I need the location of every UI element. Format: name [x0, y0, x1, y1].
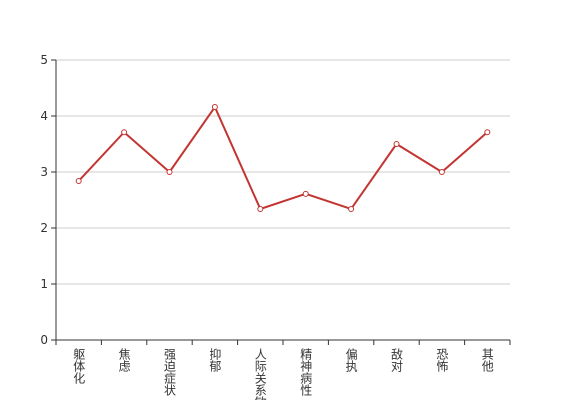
- y-tick-label: 4: [40, 109, 48, 123]
- y-tick-label: 0: [40, 333, 48, 347]
- y-tick-label: 2: [40, 221, 48, 235]
- x-tick-label: 偏执: [344, 347, 358, 373]
- x-tick-label: 敌对: [390, 347, 404, 372]
- point: [211, 104, 218, 111]
- x-tick-label: 人际关系敏感: [253, 348, 267, 400]
- point: [166, 169, 173, 175]
- point: [393, 141, 400, 147]
- line: [77, 105, 488, 211]
- point: [484, 129, 491, 136]
- point: [121, 129, 128, 136]
- y-tick-label: 3: [40, 165, 48, 179]
- x-tick-label: 躯体化: [72, 347, 86, 385]
- x-tick-label: 抑郁: [208, 347, 222, 373]
- point: [348, 205, 355, 212]
- x-tick-label: 精神病性: [299, 348, 313, 397]
- y-tick-label: 5: [40, 53, 48, 67]
- x-tick-label: 强迫症状: [163, 348, 177, 396]
- point: [438, 169, 445, 175]
- point: [257, 205, 264, 212]
- x-tick-label: 恐怖: [435, 348, 449, 372]
- y-tick-label: 1: [40, 277, 48, 291]
- point: [302, 190, 309, 197]
- point: [75, 177, 82, 184]
- x-tick-label: 焦虑: [117, 348, 131, 372]
- x-tick-label: 其他: [480, 348, 494, 372]
